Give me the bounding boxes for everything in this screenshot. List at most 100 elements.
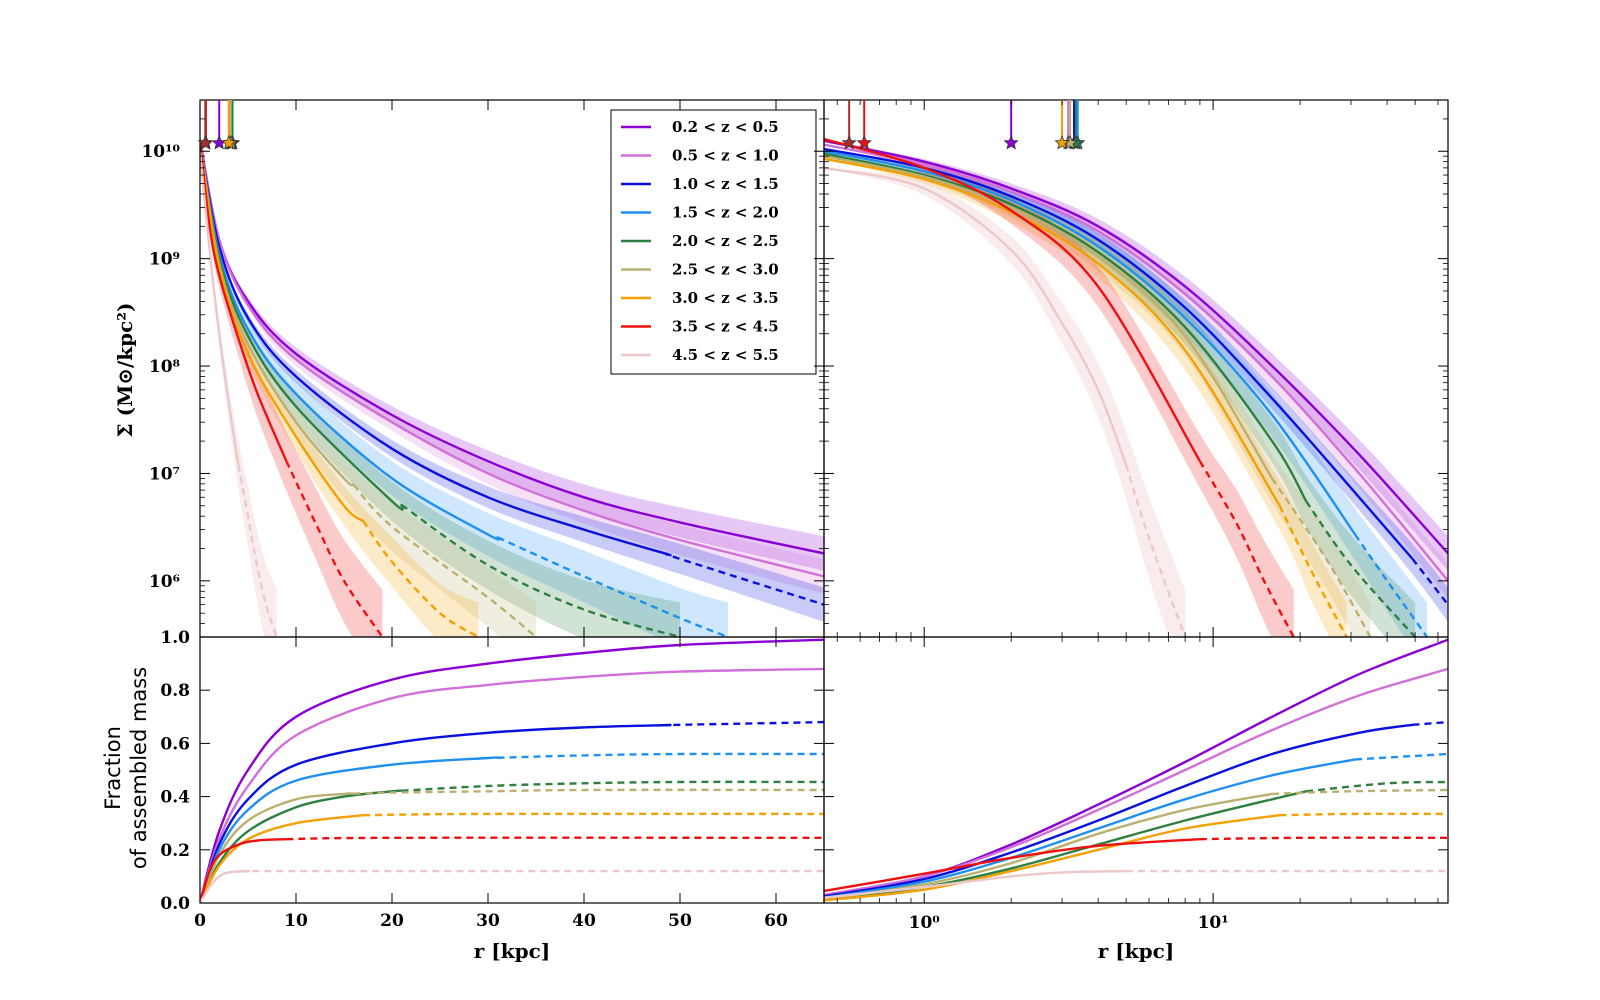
series-dashed-3.5-4.5 xyxy=(286,836,824,841)
panel-bottom-right xyxy=(824,638,1448,902)
series-line-3.5-4.5 xyxy=(824,838,1200,893)
series-line-3.5-4.5 xyxy=(824,137,1201,462)
xtick-label-bottom-left: 10 xyxy=(284,911,308,931)
series-dashed-1.5-2.0 xyxy=(1354,533,1428,637)
xtick-label-bottom-left: 20 xyxy=(380,911,404,931)
series-dashed-2.0-2.5 xyxy=(1306,780,1448,793)
ticks: 10⁶ 10⁷ 10⁸ 10⁹ 10¹⁰ 0.0 0.2 0.4 0.6 0.8 0 10 20 30 40… xyxy=(141,100,1448,933)
ytick-label-bottom: 0.6 xyxy=(160,734,190,754)
ytick-label-top: 10⁶ xyxy=(149,572,180,592)
marker-star-right-3.5-4.5 xyxy=(856,134,872,150)
legend-label-2.5-3.0: 2.5 < z < 3.0 xyxy=(672,261,779,279)
bands-top-right xyxy=(824,139,1448,637)
panel-bottom-left xyxy=(200,638,824,903)
series-dashed-3.5-4.5 xyxy=(1198,460,1295,637)
xtick-label-bottom-left: 60 xyxy=(764,911,788,931)
series-line-3.0-3.5 xyxy=(824,814,1280,902)
panel-top-left xyxy=(200,138,824,637)
band-4.5-5.5 xyxy=(200,151,277,637)
legend-label-3.0-3.5: 3.0 < z < 3.5 xyxy=(672,289,779,307)
legend-label-0.5-1.0: 0.5 < z < 1.0 xyxy=(672,147,779,165)
band-1.0-1.5 xyxy=(200,142,824,622)
series-dashed-2.0-2.5 xyxy=(400,503,681,637)
legend: 0.2 < z < 0.5 0.5 < z < 1.0 1.0 < z < 1.5 1… xyxy=(610,109,817,375)
series-dashed-1.5-2.0 xyxy=(1355,752,1448,761)
series-line-3.0-3.5 xyxy=(200,814,364,903)
series-line-1.0-1.5 xyxy=(824,723,1413,898)
lines-top-right xyxy=(824,137,1448,637)
ytick-label-top: 10⁷ xyxy=(149,464,180,484)
xtick-label-bottom-left: 50 xyxy=(668,911,692,931)
frame-bottom-right xyxy=(823,636,1449,904)
band-2.0-2.5 xyxy=(200,142,680,637)
legend-label-1.5-2.0: 1.5 < z < 2.0 xyxy=(672,204,779,222)
legend-label-1.0-1.5: 1.0 < z < 1.5 xyxy=(672,175,779,193)
series-dashed-3.5-4.5 xyxy=(285,460,384,637)
series-line-0.5-1.0 xyxy=(200,138,824,578)
series-line-2.0-2.5 xyxy=(200,789,402,903)
series-line-3.0-3.5 xyxy=(200,142,364,523)
series-dashed-2.5-3.0 xyxy=(352,483,537,637)
series-line-0.5-1.0 xyxy=(824,143,1448,582)
series-dashed-3.0-3.5 xyxy=(362,520,480,637)
band-1.5-2.0 xyxy=(200,142,728,637)
series-line-3.0-3.5 xyxy=(824,157,1281,507)
series-line-0.2-0.5 xyxy=(824,139,1448,555)
series-dashed-2.5-3.0 xyxy=(1272,788,1448,796)
series-line-0.2-0.5 xyxy=(824,638,1448,897)
marker-star-right-4.5-5.5 xyxy=(841,134,857,150)
band-4.5-5.5 xyxy=(824,167,1186,637)
series-dashed-3.5-4.5 xyxy=(1199,836,1448,841)
lines-bottom-right xyxy=(824,638,1448,902)
series-line-4.5-5.5 xyxy=(824,166,1128,466)
series-dashed-4.5-5.5 xyxy=(237,464,278,637)
series-line-4.5-5.5 xyxy=(200,151,240,466)
frame-bottom-left xyxy=(199,636,825,904)
series-line-0.5-1.0 xyxy=(824,667,1448,897)
series-dashed-2.0-2.5 xyxy=(401,780,824,792)
ytick-label-bottom: 0.0 xyxy=(160,894,190,914)
ytick-label-bottom: 0.2 xyxy=(160,841,190,861)
xtick-label-bottom-right: 10⁰ xyxy=(909,913,940,933)
series-dashed-3.0-3.5 xyxy=(1278,505,1348,637)
series-dashed-2.5-3.0 xyxy=(1271,477,1372,637)
ytick-label-top: 10⁹ xyxy=(149,250,180,270)
band-3.5-4.5 xyxy=(200,142,383,637)
lines-bottom-left xyxy=(200,638,824,903)
band-3.5-4.5 xyxy=(824,139,1294,637)
lines-top-left xyxy=(200,138,824,637)
series-line-4.5-5.5 xyxy=(200,869,249,903)
bottom-left-xlabel: r [kpc] xyxy=(474,939,550,963)
series-line-1.0-1.5 xyxy=(200,723,671,903)
panel-top-right xyxy=(824,137,1448,637)
series-line-2.0-2.5 xyxy=(824,152,1308,502)
bottom-right-xlabel: r [kpc] xyxy=(1098,939,1174,963)
series-dashed-3.0-3.5 xyxy=(1279,812,1448,817)
series-line-3.5-4.5 xyxy=(200,838,287,903)
bottom-ylabel-line2: of assembled mass xyxy=(127,667,151,869)
ytick-label-top: 10⁸ xyxy=(149,357,180,377)
series-dashed-1.0-1.5 xyxy=(1412,720,1448,726)
legend-label-0.2-0.5: 0.2 < z < 0.5 xyxy=(672,118,779,136)
series-dashed-2.0-2.5 xyxy=(1305,500,1416,637)
series-line-2.5-3.0 xyxy=(824,155,1274,480)
xtick-label-bottom-left: 40 xyxy=(572,911,596,931)
band-0.5-1.0 xyxy=(200,139,824,594)
series-dashed-2.5-3.0 xyxy=(353,788,824,795)
ytick-label-bottom: 0.4 xyxy=(160,788,190,808)
bottom-ylabel-line1: Fraction xyxy=(101,726,125,810)
series-line-4.5-5.5 xyxy=(824,869,1127,899)
ytick-label-top: 10¹⁰ xyxy=(141,142,180,162)
half-mass-markers xyxy=(197,100,1086,150)
band-0.2-0.5 xyxy=(200,139,824,571)
marker-star-left-3.0-3.5 xyxy=(221,134,237,150)
legend-label-3.5-4.5: 3.5 < z < 4.5 xyxy=(672,318,779,336)
series-line-1.5-2.0 xyxy=(824,758,1356,899)
marker-star-left-4.5-5.5 xyxy=(197,134,213,150)
top-left-corner-label: 1.0 xyxy=(160,628,190,648)
series-line-3.5-4.5 xyxy=(200,142,288,462)
legend-label-2.0-2.5: 2.0 < z < 2.5 xyxy=(672,232,779,250)
series-line-2.5-3.0 xyxy=(824,792,1273,901)
series-line-1.5-2.0 xyxy=(200,756,500,903)
